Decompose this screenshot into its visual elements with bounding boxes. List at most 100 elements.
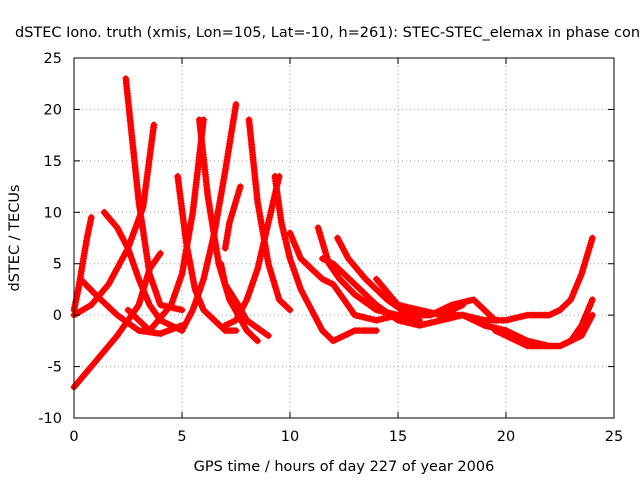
data-point — [330, 338, 336, 344]
data-point — [237, 184, 243, 190]
data-point — [330, 261, 336, 267]
y-tick-label: 5 — [53, 257, 62, 273]
data-point — [438, 312, 444, 318]
data-point — [438, 317, 444, 323]
data-point — [147, 302, 153, 308]
data-point — [114, 225, 120, 231]
data-point — [255, 338, 261, 344]
data-point — [136, 302, 142, 308]
series-4 — [77, 275, 186, 338]
series-20 — [372, 275, 564, 324]
data-point — [568, 338, 574, 344]
data-point — [395, 302, 401, 308]
x-tick-label: 25 — [605, 429, 623, 445]
data-point — [265, 261, 271, 267]
data-point — [287, 230, 293, 236]
y-tick-label: -10 — [38, 411, 62, 427]
data-point — [233, 317, 239, 323]
data-point — [557, 307, 563, 313]
data-point — [287, 256, 293, 262]
series-22 — [480, 311, 596, 350]
data-point — [211, 317, 217, 323]
series-line — [557, 235, 596, 313]
data-point — [265, 333, 271, 339]
data-point — [106, 281, 112, 287]
data-point — [244, 297, 250, 303]
data-point — [384, 297, 390, 303]
data-point — [417, 307, 423, 313]
data-point — [125, 307, 131, 313]
data-point — [449, 302, 455, 308]
data-point — [395, 317, 401, 323]
plot-frame — [73, 57, 615, 419]
y-axis-label: dSTEC / TECUs — [7, 185, 23, 292]
data-point — [373, 317, 379, 323]
data-point — [319, 328, 325, 334]
data-point — [179, 328, 185, 334]
data-point — [93, 358, 99, 364]
grid-lines — [74, 58, 614, 418]
data-point — [88, 214, 94, 220]
data-point — [255, 266, 261, 272]
data-point — [579, 322, 585, 328]
data-point — [179, 307, 185, 313]
data-point — [114, 312, 120, 318]
data-point — [373, 302, 379, 308]
data-point — [345, 256, 351, 262]
data-point — [222, 328, 228, 334]
data-point — [287, 307, 293, 313]
series-14 — [245, 116, 294, 314]
data-point — [78, 276, 83, 282]
data-point — [222, 168, 228, 174]
data-point — [417, 317, 423, 323]
data-point — [157, 250, 163, 256]
data-point — [557, 343, 563, 349]
data-point — [278, 220, 284, 226]
x-axis-label: GPS time / hours of day 227 of year 2006 — [194, 459, 495, 475]
data-point — [244, 328, 250, 334]
data-point — [579, 333, 585, 339]
data-point — [246, 117, 252, 123]
data-point — [546, 312, 552, 318]
data-point — [80, 261, 86, 267]
data-point — [417, 322, 423, 328]
data-point — [201, 276, 207, 282]
data-point — [319, 276, 325, 282]
data-point — [179, 271, 185, 277]
series-group — [70, 75, 596, 391]
data-point — [503, 328, 509, 334]
data-point — [352, 292, 358, 298]
series-15 — [271, 172, 380, 345]
data-point — [125, 245, 131, 251]
series-9 — [178, 100, 240, 335]
y-tick-label: 20 — [44, 102, 62, 118]
data-point — [255, 199, 261, 205]
data-point — [373, 328, 379, 334]
data-point — [276, 297, 282, 303]
data-point — [579, 271, 585, 277]
data-point — [88, 302, 94, 308]
data-point — [147, 271, 153, 277]
data-point — [337, 276, 343, 282]
data-point — [201, 307, 207, 313]
x-tick-label: 15 — [389, 429, 407, 445]
data-point — [93, 292, 99, 298]
x-tick-label: 20 — [497, 429, 515, 445]
data-point — [196, 117, 202, 123]
data-point — [229, 292, 235, 298]
data-point — [190, 307, 196, 313]
data-point — [589, 312, 595, 318]
series-line — [122, 75, 185, 313]
y-tick-label: 0 — [53, 308, 62, 324]
data-point — [352, 328, 358, 334]
series-11 — [217, 260, 272, 340]
data-point — [352, 281, 358, 287]
data-point — [129, 137, 135, 143]
data-point — [589, 235, 595, 241]
data-point — [84, 235, 90, 241]
data-point — [222, 245, 228, 251]
x-tick-label: 10 — [281, 429, 299, 445]
data-point — [319, 256, 325, 262]
data-point — [222, 281, 228, 287]
